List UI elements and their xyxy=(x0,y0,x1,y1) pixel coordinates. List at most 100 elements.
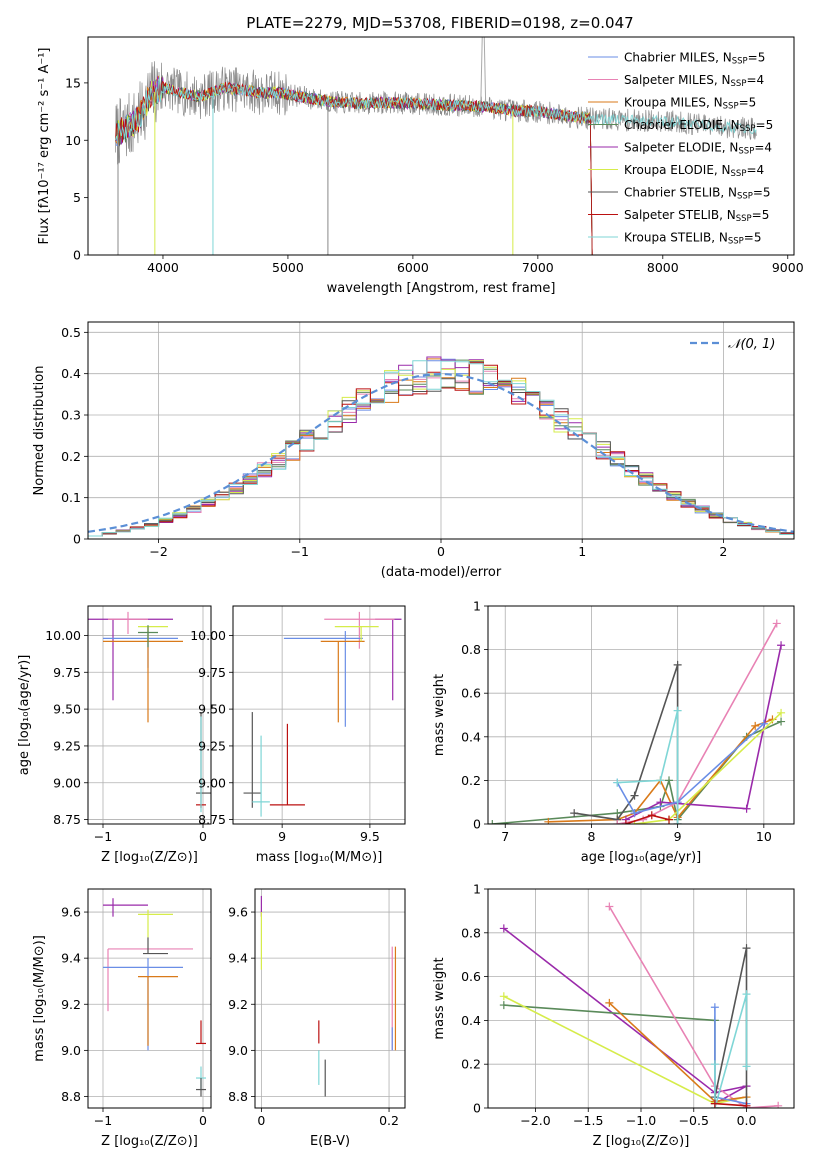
axes-frame xyxy=(487,888,795,1109)
errorbar-point xyxy=(103,626,183,723)
x-tick-label: 7000 xyxy=(522,260,554,275)
spectrum-plot-area xyxy=(115,37,757,255)
weight-line-kroupa_stelib xyxy=(714,993,748,1108)
emission-line xyxy=(480,37,487,107)
y-axis-label: mass [log₁₀(M/M⊙)] xyxy=(32,935,47,1062)
errorbar-point xyxy=(103,898,148,917)
y-tick-label: 8.8 xyxy=(228,1089,248,1104)
y-tick-label: 1 xyxy=(473,882,481,897)
weight-line-salpeter_miles xyxy=(608,906,779,1108)
errorbar-point xyxy=(138,975,178,1046)
y-tick-label: 9.50 xyxy=(53,702,81,717)
mass_vs_EBV-plot-area xyxy=(260,895,397,1097)
weight-marker xyxy=(673,660,682,669)
weight-marker xyxy=(673,820,682,824)
y-tick-label: 9.0 xyxy=(61,1043,81,1058)
x-tick-label: 0 xyxy=(199,1113,207,1128)
y-tick-label: 10.00 xyxy=(190,628,226,643)
weight-marker xyxy=(673,706,682,715)
charts-root: 4000 5000 6000 7000 8000 9000051015wavelength… xyxy=(17,36,804,1149)
y-tick-label: 9.4 xyxy=(61,951,81,966)
y-tick-label: 0 xyxy=(73,248,81,263)
x-tick-label: 0.0 xyxy=(737,1113,757,1128)
weight-marker xyxy=(665,776,674,785)
y-tick-label: 0.4 xyxy=(61,366,81,381)
y-tick-label: 9.25 xyxy=(198,738,226,753)
model-line-salpeter_stelib xyxy=(115,81,593,255)
x-tick-label: 9.5 xyxy=(360,829,380,844)
x-tick-label: 7 xyxy=(501,829,509,844)
y-axis-label: Normed distribution xyxy=(32,366,47,496)
residuals-plot-area xyxy=(88,356,794,537)
x-tick-label: 10 xyxy=(756,829,772,844)
x-tick-label: −1 xyxy=(94,1113,112,1128)
x-tick-label: 9 xyxy=(278,829,286,844)
x-tick-label: 9 xyxy=(674,829,682,844)
weight-marker xyxy=(621,820,630,824)
mass_vs_Z-chart: −1 0 8.8 9.0 9.2 9.4 9.6 Z [log₁₀(Z/Z⊙)] mass [l… xyxy=(32,888,212,1149)
y-tick-label: 9.25 xyxy=(53,738,81,753)
y-tick-label: 0 xyxy=(473,817,481,832)
y-tick-label: 0.1 xyxy=(61,490,81,505)
y-tick-label: 8.75 xyxy=(53,812,81,827)
errorbar-point xyxy=(324,611,395,649)
weight-marker xyxy=(759,719,768,728)
axes-frame xyxy=(87,888,212,1109)
weight-marker xyxy=(777,717,786,726)
x-tick-label: −1 xyxy=(94,829,112,844)
legend-label: Kroupa STELIB, NSSP=5 xyxy=(624,231,762,247)
normal-curve xyxy=(88,372,794,533)
weight-marker xyxy=(777,708,786,717)
y-tick-label: 8.75 xyxy=(198,812,226,827)
weight-marker xyxy=(613,778,622,787)
y-tick-label: 0.2 xyxy=(61,449,81,464)
spectrum-chart: 4000 5000 6000 7000 8000 9000 0 5 10 15 wavelength… xyxy=(37,36,804,296)
weight_vs_age-plot-area xyxy=(488,619,786,824)
weight_vs_Z-plot-area xyxy=(499,902,783,1108)
y-tick-label: 9.6 xyxy=(228,905,248,920)
errorbar-point xyxy=(138,626,168,642)
histogram-salpeter_elodie xyxy=(88,356,794,537)
legend-label: Kroupa MILES, NSSP=5 xyxy=(624,96,756,112)
errorbar-point xyxy=(283,631,363,727)
y-axis-label: mass weight xyxy=(432,674,447,756)
x-tick-label: 1 xyxy=(578,544,586,559)
x-tick-label: 4000 xyxy=(147,260,179,275)
y-axis-label: age [log₁₀(age/yr)] xyxy=(17,655,32,776)
weight-line-chabrier_stelib xyxy=(714,947,748,1108)
errorbar-point xyxy=(108,611,148,634)
errorbar-point xyxy=(196,1078,206,1097)
y-tick-label: 9.6 xyxy=(61,905,81,920)
spectrum-legend: Chabrier MILES, NSSP=5 Salpeter MILES, NS… xyxy=(588,51,773,247)
weight-marker xyxy=(710,1003,719,1012)
x-tick-label: 5000 xyxy=(272,260,304,275)
y-tick-label: 9.75 xyxy=(198,665,226,680)
weight-marker xyxy=(630,791,639,800)
histogram-kroupa_stelib xyxy=(88,360,794,537)
y-tick-label: 0 xyxy=(473,1101,481,1116)
weight-marker xyxy=(499,1001,508,1010)
weight-marker xyxy=(710,1060,719,1069)
weight-marker xyxy=(742,1062,751,1071)
y-tick-label: 0.2 xyxy=(461,773,481,788)
y-tick-label: 0.6 xyxy=(461,686,481,701)
y-tick-label: 0.5 xyxy=(61,325,81,340)
errorbar-point xyxy=(196,1020,206,1045)
y-tick-label: 0.3 xyxy=(61,408,81,423)
y-tick-label: 15 xyxy=(65,75,81,90)
axes-frame xyxy=(487,605,795,825)
weight-line-salpeter_stelib xyxy=(714,1102,747,1107)
errorbar-point xyxy=(143,937,168,955)
legend-label: 𝒩(0, 1) xyxy=(728,337,775,352)
y-tick-label: 9.4 xyxy=(228,951,248,966)
x-tick-label: 8000 xyxy=(647,260,679,275)
errorbar-point xyxy=(320,640,365,723)
residuals-chart: −2 −1 0 1 2 0 0.1 0.2 0.3 0.4 0.5 (data-model)/erro… xyxy=(32,321,795,580)
x-axis-label: E(B-V) xyxy=(310,1134,350,1149)
x-tick-label: 0 xyxy=(437,544,445,559)
y-tick-label: 9.75 xyxy=(53,665,81,680)
weight-line-chabrier_miles xyxy=(616,723,765,815)
y-tick-label: 9.00 xyxy=(198,775,226,790)
x-tick-label: 2 xyxy=(719,544,727,559)
